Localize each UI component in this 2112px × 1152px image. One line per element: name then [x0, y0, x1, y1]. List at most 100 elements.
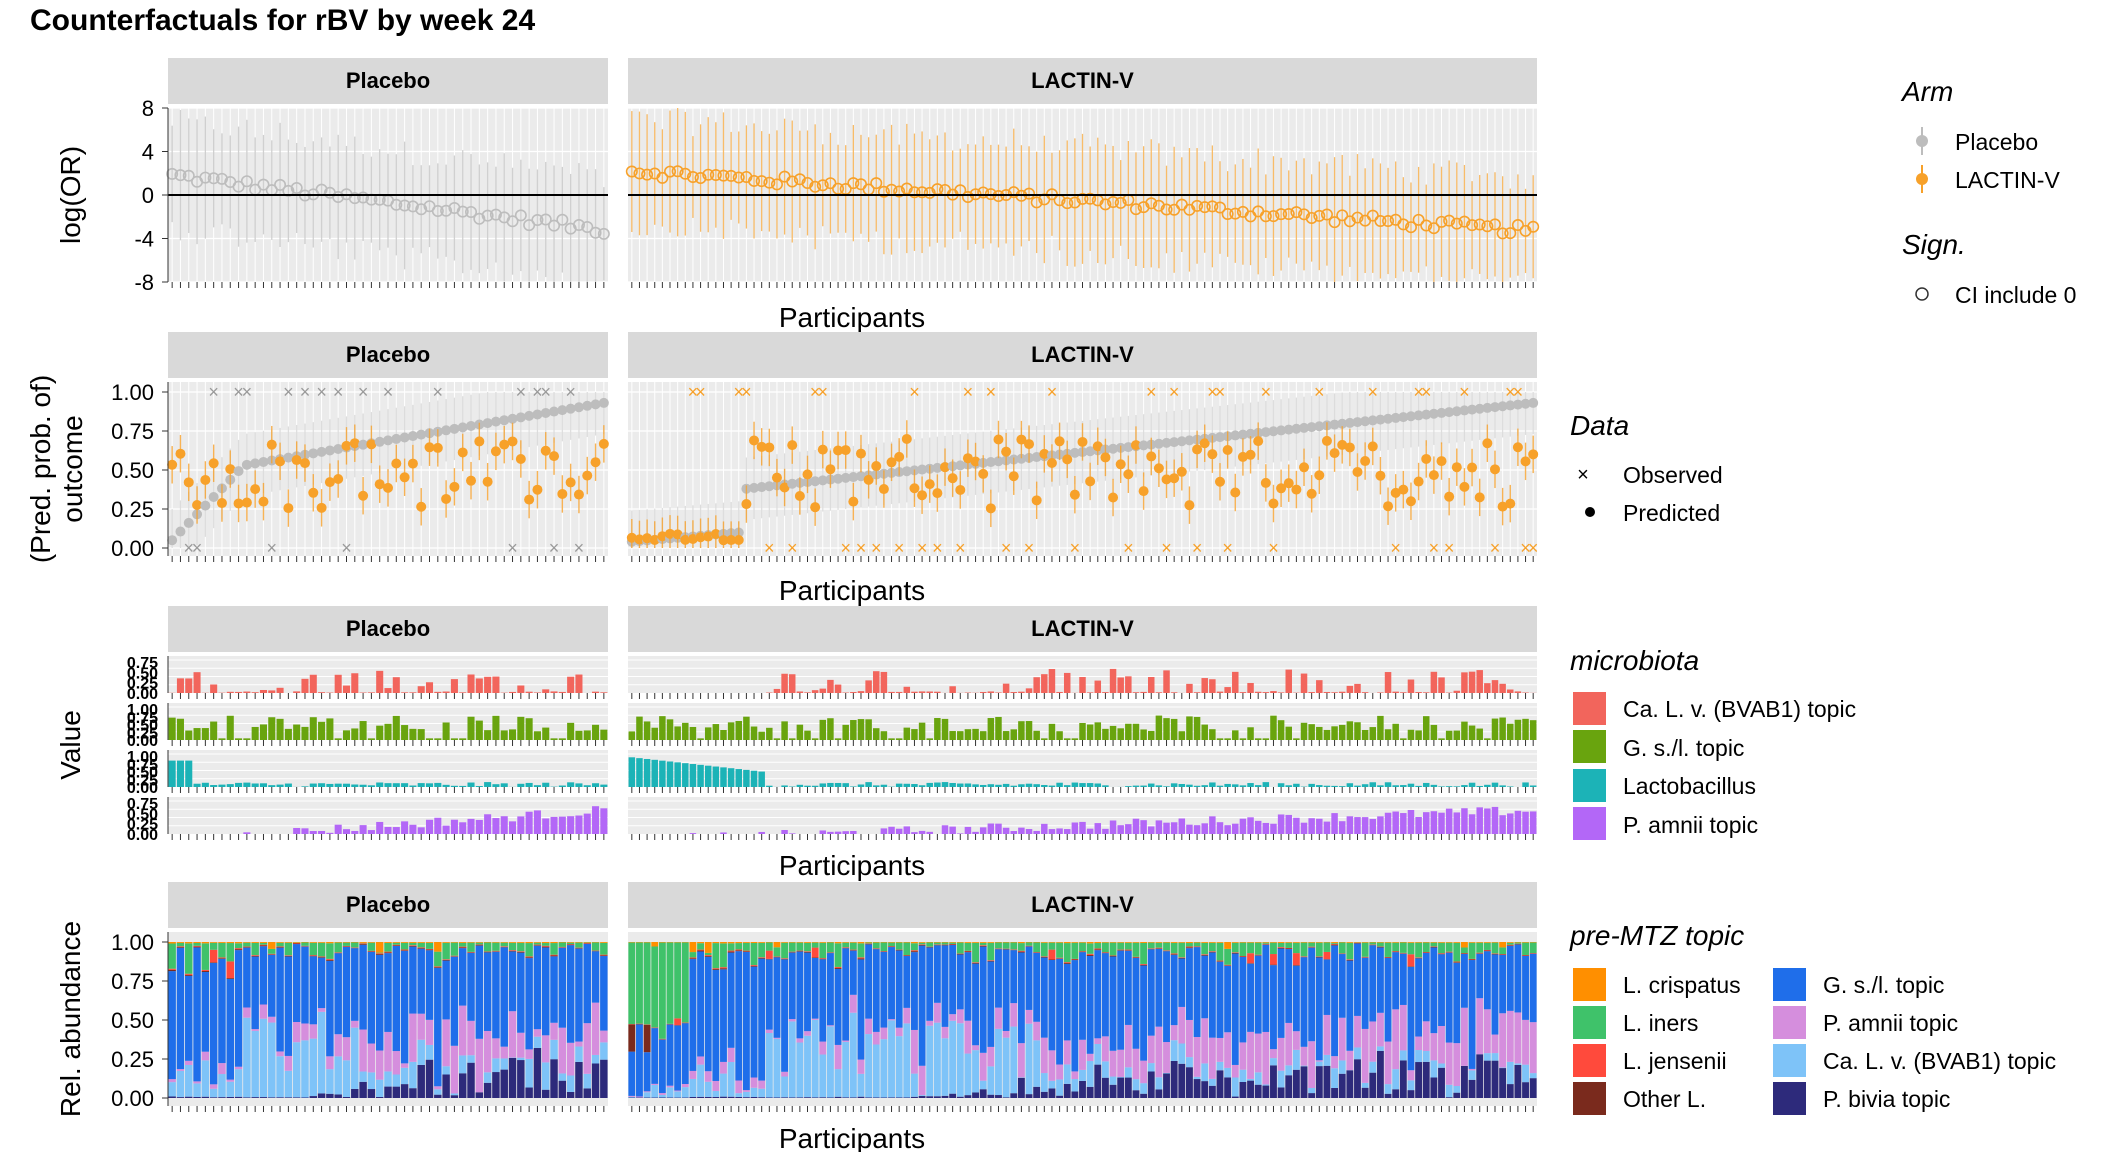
microbiota-bar: [1400, 738, 1407, 740]
topic-segment: [475, 945, 484, 1039]
legend-arm-placebo: Placebo: [1955, 129, 2038, 155]
microbiota-bar: [1262, 782, 1270, 787]
topic-segment: [1445, 952, 1453, 1043]
observed-cross: ×: [574, 538, 585, 558]
topic-segment: [1010, 1003, 1018, 1027]
estimate-point: [656, 171, 669, 184]
topic-segment: [1430, 1033, 1438, 1061]
microbiota-bar: [697, 764, 704, 787]
microbiota-bar: [259, 783, 267, 787]
observed-cross: ×: [233, 382, 244, 402]
legend-topic-pbivia: P. bivia topic: [1823, 1086, 1950, 1112]
microbiota-bar: [1094, 783, 1102, 787]
topic-segment: [1262, 944, 1270, 1032]
predicted-point: [733, 534, 744, 545]
counterfactual-point: [407, 431, 418, 442]
topic-segment: [834, 942, 842, 944]
microbiota-bar: [857, 784, 865, 787]
microbiota-bar: [811, 785, 819, 787]
topic-segment: [591, 942, 600, 951]
microbiota-bar: [995, 692, 1002, 693]
microbiota-bar: [367, 785, 375, 787]
legend-swatch-iners: [1573, 1006, 1606, 1039]
topic-segment: [1201, 1018, 1209, 1064]
predicted-point: [634, 534, 645, 545]
estimate-point: [1213, 201, 1226, 214]
topic-segment: [600, 954, 608, 956]
topic-segment: [434, 1094, 442, 1098]
microbiota-bar: [1422, 716, 1430, 740]
topic-segment: [1392, 951, 1400, 952]
microbiota-bar: [758, 731, 765, 740]
topic-segment: [1010, 1026, 1018, 1094]
topic-segment: [819, 1097, 827, 1098]
estimate-point: [1466, 219, 1479, 232]
topic-segment: [201, 971, 210, 1052]
predicted-point: [291, 455, 302, 466]
topic-segment: [765, 1097, 773, 1098]
topic-segment: [417, 1064, 425, 1098]
topic-segment: [1285, 1022, 1293, 1066]
topic-segment: [334, 942, 342, 943]
estimate-point: [1145, 197, 1158, 210]
topic-segment: [1361, 1082, 1369, 1088]
topic-segment: [1170, 1040, 1178, 1061]
topic-segment: [400, 1067, 409, 1085]
microbiota-bar: [1117, 825, 1124, 834]
topic-segment: [1132, 942, 1140, 943]
topic-segment: [1331, 1068, 1339, 1088]
microbiota-bar: [674, 762, 681, 787]
predicted-point: [482, 476, 493, 487]
topic-segment: [1231, 942, 1239, 953]
topic-segment: [1094, 1064, 1102, 1098]
counterfactual-point: [1459, 405, 1470, 416]
microbiota-bar: [926, 831, 933, 834]
topic-segment: [276, 947, 284, 948]
topic-segment: [1338, 1073, 1346, 1098]
topic-segment: [1453, 942, 1461, 962]
topic-segment: [442, 1066, 450, 1075]
y-tick-label: 0.50: [111, 458, 154, 483]
topic-segment: [467, 952, 475, 1021]
observed-cross: ×: [840, 538, 851, 558]
counterfactual-point: [383, 435, 393, 446]
topic-segment: [1506, 944, 1514, 946]
microbiota-bar: [1109, 725, 1117, 740]
topic-segment: [704, 955, 712, 957]
topic-segment: [1384, 1093, 1392, 1098]
topic-segment: [1354, 943, 1361, 1016]
topic-segment: [458, 948, 467, 1006]
microbiota-bar: [193, 728, 201, 740]
counterfactual-point: [565, 403, 576, 414]
facet-strip-label: LACTIN-V: [1031, 68, 1134, 93]
predicted-point: [848, 496, 859, 507]
topic-segment: [804, 1035, 811, 1098]
counterfactual-point: [441, 425, 452, 436]
y-tick-label: 0.25: [127, 817, 158, 834]
microbiota-bar: [1270, 691, 1277, 693]
estimate-point: [755, 175, 768, 188]
microbiota-bar: [1369, 782, 1377, 787]
microbiota-bar: [1086, 783, 1094, 787]
topic-segment: [234, 950, 243, 1067]
topic-segment: [903, 942, 911, 943]
topic-segment: [201, 1096, 210, 1098]
topic-segment: [1277, 942, 1285, 948]
microbiota-bar: [911, 784, 918, 787]
topic-segment: [1086, 1061, 1094, 1087]
topic-segment: [1224, 942, 1232, 949]
topic-segment: [742, 1097, 750, 1098]
topic-segment: [1216, 961, 1224, 962]
estimate-point: [357, 191, 370, 204]
observed-cross: ×: [283, 382, 294, 402]
estimate-point: [174, 169, 187, 182]
topic-segment: [1216, 942, 1224, 943]
topic-segment: [542, 1089, 550, 1098]
topic-segment: [857, 942, 865, 944]
topic-segment: [201, 969, 210, 971]
predicted-point: [349, 438, 360, 449]
microbiota-bar: [1170, 783, 1178, 787]
topic-segment: [517, 1032, 525, 1058]
predicted-point: [383, 482, 393, 493]
